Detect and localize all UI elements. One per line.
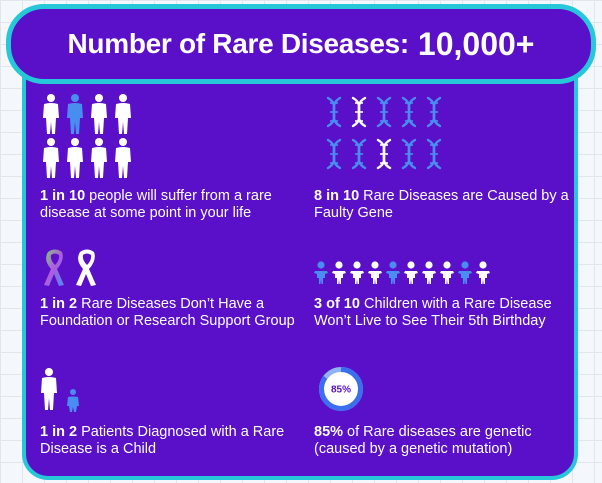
fact-stat: 8 in 10 [314,188,360,204]
fact-no-foundation: 1 in 2 Rare Diseases Don’t Have a Founda… [40,296,302,330]
fact-patients-child: 1 in 2 Patients Diagnosed with a Rare Di… [40,424,302,458]
fact-stat: 3 of 10 [314,296,360,312]
child-figure [476,261,490,284]
dna-icon [322,96,448,170]
dna-strand [376,96,392,128]
child-figure [386,261,400,284]
person-figure [115,94,131,134]
child-figure [332,261,346,284]
child-figure [368,261,382,284]
person-figure [67,138,83,178]
dna-strand [326,138,342,170]
person-figure [115,138,131,178]
person-figure [91,94,107,134]
fact-stat: 1 in 10 [40,188,86,204]
donut-icon: 85% [318,366,364,412]
title-text: Number of Rare Diseases: [67,28,410,59]
person-figure [43,138,59,178]
dna-strand [401,96,417,128]
dna-strand [351,96,367,128]
adult-child-icon [40,368,84,412]
donut-label: 85% [331,385,351,396]
child-figure [422,261,436,284]
fact-text: Children with a Rare Disease Won’t Live … [314,296,552,329]
fact-children-fifth-birthday: 3 of 10 Children with a Rare Disease Won… [314,296,576,330]
person-figure [43,94,59,134]
dna-strand [326,96,342,128]
fact-stat: 1 in 2 [40,296,78,312]
person-figure [67,94,83,134]
fact-text: Patients Diagnosed with a Rare Disease i… [40,424,285,457]
fact-text: Rare Diseases are Caused by a Faulty Gen… [314,188,569,221]
dna-strand [426,96,442,128]
people-icon [40,94,140,180]
fact-faulty-gene: 8 in 10 Rare Diseases are Caused by a Fa… [314,188,576,222]
dna-strand [401,138,417,170]
fact-text: Rare Diseases Don’t Have a Foundation or… [40,296,295,329]
person-figure [91,138,107,178]
child-figure [458,261,472,284]
dna-strand [376,138,392,170]
dna-strand [351,138,367,170]
fact-one-in-ten: 1 in 10 people will suffer from a rare d… [40,188,302,222]
fact-text: of Rare diseases are genetic (caused by … [314,424,532,457]
title-banner: Number of Rare Diseases: 10,000+ [6,4,596,84]
child-figure [350,261,364,284]
child-figure [440,261,454,284]
child-icon [314,261,496,285]
ribbon-icon [38,248,108,288]
title-number: 10,000+ [417,25,535,62]
fact-stat: 85% [314,424,344,440]
dna-strand [426,138,442,170]
fact-genetic-percentage: 85% of Rare diseases are genetic (caused… [314,424,576,458]
child-figure [404,261,418,284]
fact-stat: 1 in 2 [40,424,78,440]
child-figure [314,261,328,284]
fact-text: people will suffer from a rare disease a… [40,188,272,221]
